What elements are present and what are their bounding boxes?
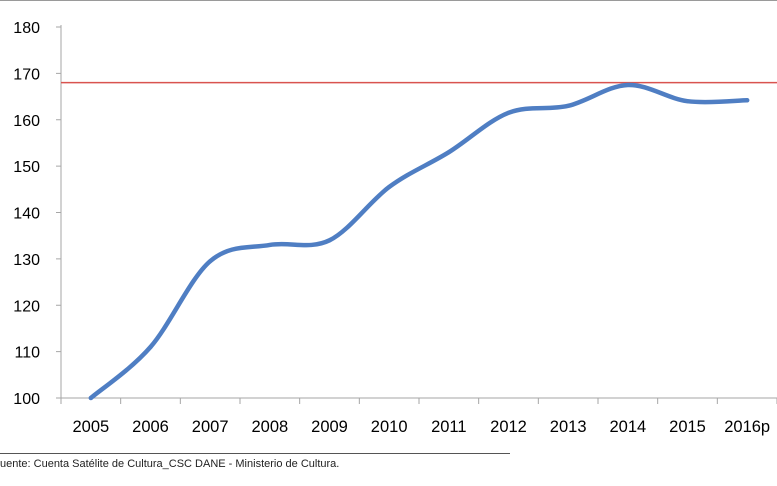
x-tick-label: 2015 bbox=[669, 418, 706, 436]
series-line bbox=[88, 82, 750, 401]
x-tick-label: 2006 bbox=[132, 418, 169, 436]
data-point bbox=[387, 184, 392, 189]
x-tick-label: 2005 bbox=[72, 418, 109, 436]
x-tick-label: 2011 bbox=[431, 418, 466, 436]
chart-frame-top bbox=[0, 0, 777, 1]
data-points bbox=[88, 82, 750, 400]
x-tick-label: 2014 bbox=[609, 418, 646, 436]
x-tick-label: 2007 bbox=[192, 418, 229, 436]
data-point bbox=[88, 396, 93, 400]
y-tick-label: 110 bbox=[14, 345, 40, 362]
data-point bbox=[267, 242, 272, 247]
data-point bbox=[208, 259, 213, 264]
y-tick-label: 130 bbox=[13, 252, 40, 269]
data-point bbox=[685, 99, 690, 104]
y-tick-label: 100 bbox=[13, 391, 40, 408]
data-point bbox=[327, 238, 332, 243]
y-axis-ticks: 100 110 120 130 140 150 160 170 180 bbox=[13, 20, 61, 408]
source-note: uente: Cuenta Satélite de Cultura_CSC DA… bbox=[0, 458, 340, 470]
x-tick-label: 2009 bbox=[311, 418, 348, 436]
data-point bbox=[566, 103, 571, 108]
y-tick-label: 150 bbox=[13, 159, 40, 176]
x-tick-label: 2013 bbox=[550, 418, 587, 436]
data-point bbox=[745, 98, 750, 103]
y-tick-label: 180 bbox=[13, 20, 40, 37]
y-tick-label: 140 bbox=[13, 206, 40, 223]
y-tick-label: 120 bbox=[13, 298, 40, 315]
line-chart: 100 110 120 130 140 150 160 170 180 2005 2006 2007… bbox=[13, 20, 777, 436]
source-divider bbox=[0, 453, 510, 454]
data-point bbox=[446, 150, 451, 155]
x-tick-label: 2010 bbox=[371, 418, 408, 436]
x-tick-label: 2016p bbox=[724, 418, 770, 436]
x-axis-ticks: 2005 2006 2007 2008 2009 2010 2011 2012 2013 2014… bbox=[60, 398, 777, 436]
data-point bbox=[625, 82, 630, 87]
data-point bbox=[148, 344, 153, 349]
y-tick-label: 160 bbox=[13, 113, 40, 130]
data-point bbox=[506, 110, 511, 115]
x-tick-label: 2008 bbox=[251, 418, 288, 436]
x-tick-label: 2012 bbox=[490, 418, 527, 436]
y-tick-label: 170 bbox=[13, 66, 40, 83]
